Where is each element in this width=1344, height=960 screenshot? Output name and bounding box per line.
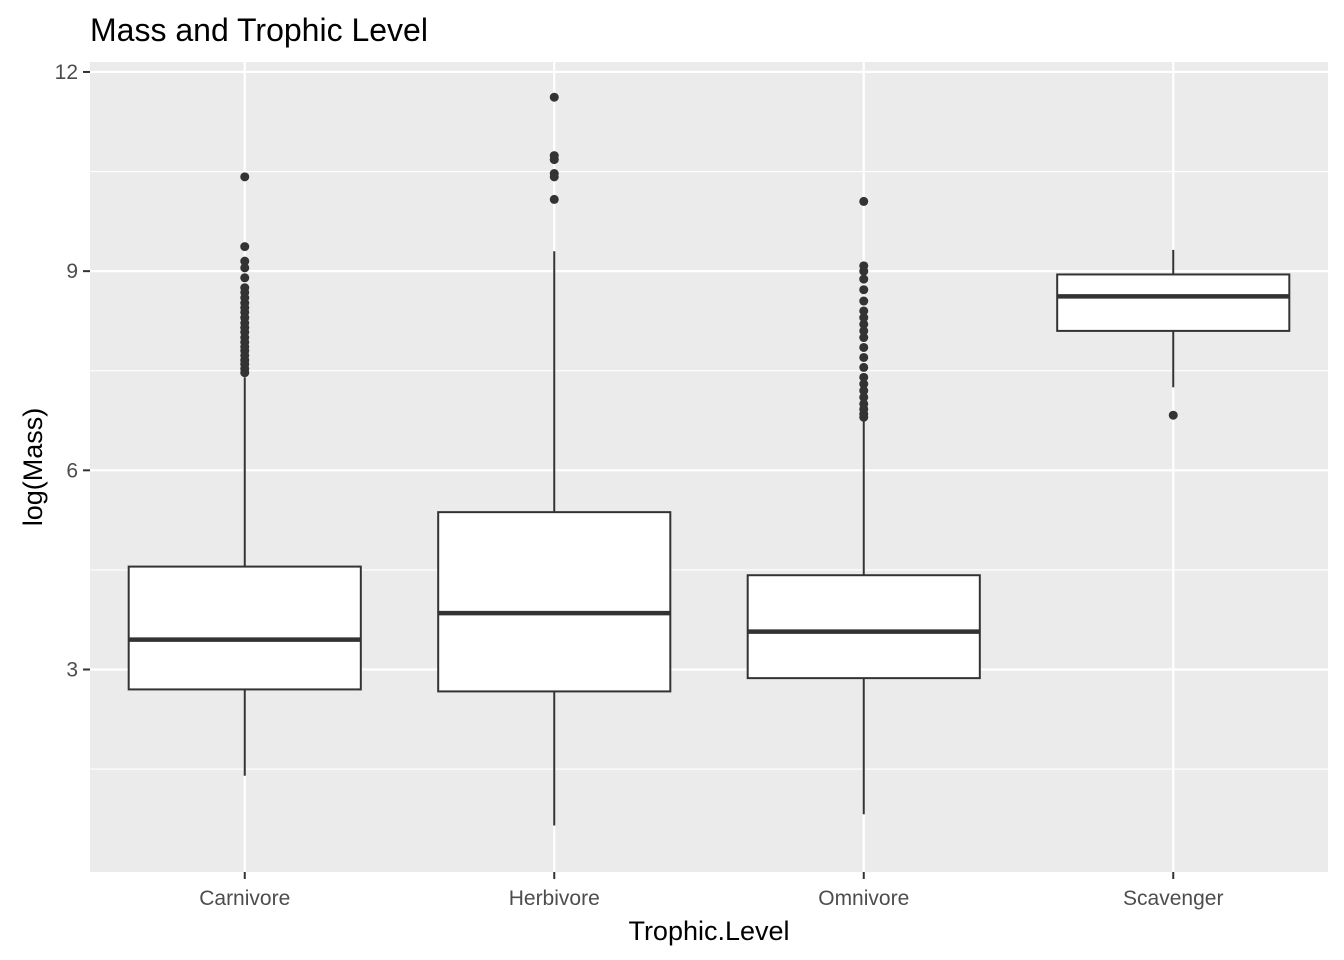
- outlier-point: [549, 155, 559, 165]
- outlier-point: [1168, 410, 1178, 420]
- y-tick-label: 3: [66, 659, 78, 682]
- outlier-point: [859, 333, 869, 343]
- box-iqr: [746, 574, 981, 680]
- outlier-point: [549, 194, 559, 204]
- outlier-point: [859, 313, 869, 323]
- outlier-point: [859, 319, 869, 329]
- x-axis-title: Trophic.Level: [628, 916, 789, 946]
- outlier-point: [240, 256, 250, 266]
- outlier-point: [549, 92, 559, 102]
- outlier-point: [859, 266, 869, 276]
- box-iqr: [127, 565, 362, 691]
- outlier-point: [859, 306, 869, 316]
- plot-panel: [90, 62, 1328, 872]
- y-axis: 3 6 9 12: [55, 61, 90, 682]
- x-tick-label: Omnivore: [818, 887, 909, 910]
- outlier-point: [859, 386, 869, 396]
- y-axis-title: log(Mass): [18, 408, 48, 527]
- x-axis: Carnivore Herbivore Omnivore Scavenger: [199, 872, 1223, 910]
- outlier-point: [859, 326, 869, 336]
- outlier-point: [859, 412, 869, 422]
- outlier-point: [859, 285, 869, 295]
- outlier-point: [240, 273, 250, 283]
- y-tick-label: 9: [66, 260, 78, 283]
- x-tick-label: Carnivore: [199, 887, 290, 910]
- box-iqr: [1056, 273, 1291, 332]
- y-tick-label: 6: [66, 459, 78, 482]
- x-tick-label: Herbivore: [509, 887, 600, 910]
- box-herbivore: [437, 92, 672, 826]
- outlier-point: [240, 242, 250, 252]
- outlier-point: [859, 362, 869, 372]
- box-carnivore: [127, 172, 362, 776]
- outlier-point: [859, 342, 869, 352]
- box-omnivore: [746, 196, 981, 815]
- chart-title: Mass and Trophic Level: [90, 12, 428, 48]
- outlier-point: [859, 296, 869, 306]
- x-tick-label: Scavenger: [1123, 887, 1223, 910]
- outlier-point: [859, 392, 869, 402]
- outlier-point: [859, 196, 869, 206]
- outlier-point: [240, 368, 250, 378]
- box-layer: [127, 92, 1291, 826]
- outlier-point: [859, 274, 869, 284]
- y-tick-label: 12: [55, 61, 78, 84]
- box-scavenger: [1056, 249, 1291, 420]
- outlier-point: [549, 172, 559, 182]
- box-iqr: [437, 511, 672, 693]
- outlier-point: [859, 379, 869, 389]
- outlier-point: [859, 372, 869, 382]
- outlier-point: [240, 172, 250, 182]
- outlier-point: [240, 263, 250, 273]
- outlier-point: [859, 352, 869, 362]
